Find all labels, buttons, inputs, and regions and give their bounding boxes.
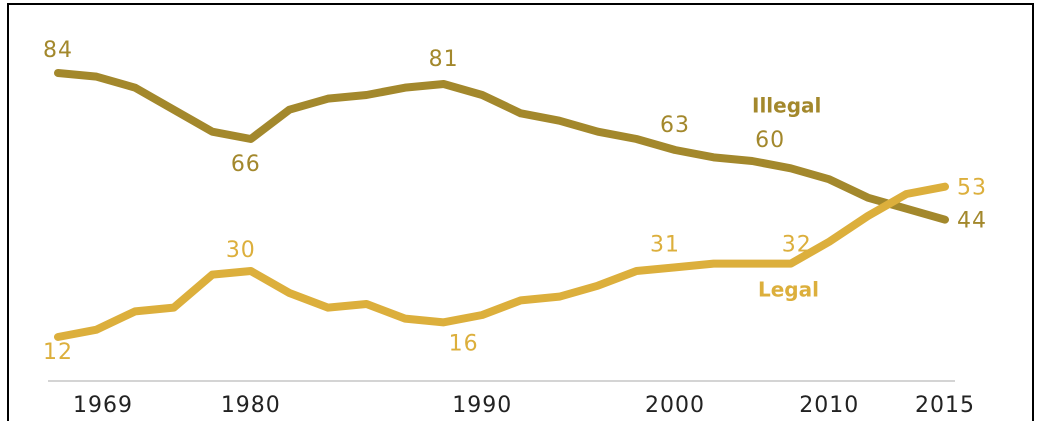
value-label: 66 bbox=[231, 152, 261, 177]
frame bbox=[7, 3, 1034, 421]
x-tick-label: 1990 bbox=[452, 393, 512, 418]
series-label: Legal bbox=[758, 278, 819, 302]
value-label: 16 bbox=[449, 331, 479, 356]
value-label: 60 bbox=[755, 128, 785, 153]
line-0 bbox=[54, 69, 949, 224]
series-label: Illegal bbox=[752, 94, 821, 118]
x-tick-label: 2000 bbox=[645, 393, 705, 418]
x-tick-label: 2010 bbox=[799, 393, 859, 418]
value-label: 84 bbox=[43, 38, 73, 63]
value-label: 44 bbox=[957, 209, 987, 234]
x-tick-label: 1969 bbox=[73, 393, 133, 418]
value-label: 30 bbox=[226, 238, 256, 263]
value-label: 53 bbox=[957, 176, 987, 201]
value-label: 81 bbox=[429, 47, 459, 72]
x-tick-label: 2015 bbox=[915, 393, 975, 418]
value-label: 63 bbox=[660, 113, 690, 138]
value-label: 31 bbox=[650, 232, 680, 257]
value-label: 32 bbox=[782, 233, 812, 258]
value-label: 12 bbox=[43, 340, 73, 365]
line-1 bbox=[54, 182, 949, 341]
x-tick-label: 1980 bbox=[221, 393, 281, 418]
